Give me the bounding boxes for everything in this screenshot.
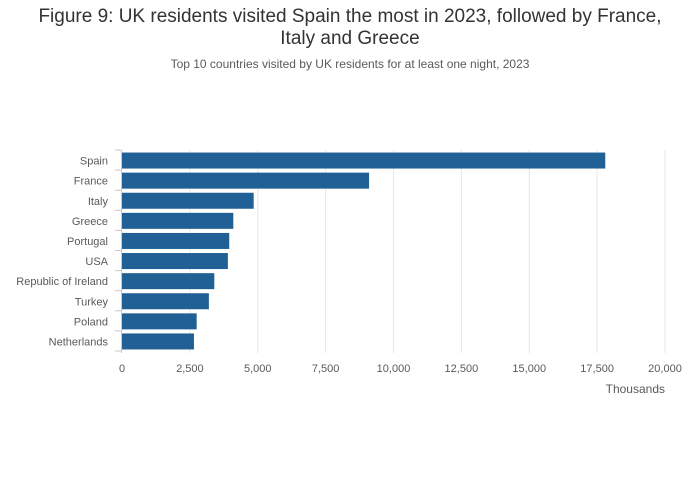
x-tick-label: 7,500 xyxy=(312,363,340,375)
bar-italy[interactable] xyxy=(122,192,254,209)
category-label: Republic of Ireland xyxy=(16,276,108,288)
bars xyxy=(122,152,606,350)
category-labels: Spain France Italy Greece Portugal USA Republi… xyxy=(16,156,108,349)
bar-greece[interactable] xyxy=(122,212,234,229)
x-tick-label: 5,000 xyxy=(244,363,272,375)
x-tick-label: 2,500 xyxy=(176,363,204,375)
x-tick-labels: 0 2,500 5,000 7,500 10,000 12,500 15,000 17,500… xyxy=(119,363,682,375)
x-tick-label: 15,000 xyxy=(512,363,546,375)
bar-france[interactable] xyxy=(122,172,370,189)
category-label: Italy xyxy=(88,196,109,208)
bar-usa[interactable] xyxy=(122,253,228,270)
x-tick-label: 12,500 xyxy=(445,363,479,375)
category-label: Turkey xyxy=(75,296,109,308)
bar-spain[interactable] xyxy=(122,152,606,169)
category-label: Spain xyxy=(80,156,108,168)
x-tick-label: 10,000 xyxy=(377,363,411,375)
x-tick-label: 0 xyxy=(119,363,125,375)
x-tick-label: 20,000 xyxy=(648,363,682,375)
category-label: USA xyxy=(85,256,108,268)
bar-republic-of-ireland[interactable] xyxy=(122,273,215,290)
chart-title: Figure 9: UK residents visited Spain the… xyxy=(20,6,680,50)
bar-poland[interactable] xyxy=(122,313,197,330)
bar-netherlands[interactable] xyxy=(122,333,194,350)
x-axis-title: Thousands xyxy=(606,382,665,396)
chart-title-line-2: Italy and Greece xyxy=(280,28,420,49)
bar-portugal[interactable] xyxy=(122,232,230,249)
x-tick-label: 17,500 xyxy=(580,363,614,375)
category-label: Greece xyxy=(72,216,108,228)
category-label: Poland xyxy=(74,316,108,328)
chart-subtitle: Top 10 countries visited by UK residents… xyxy=(170,57,530,71)
y-axis xyxy=(115,149,122,353)
category-label: Netherlands xyxy=(49,336,109,348)
category-label: France xyxy=(74,176,108,188)
category-label: Portugal xyxy=(67,236,108,248)
bar-turkey[interactable] xyxy=(122,293,209,310)
chart-title-line-1: Figure 9: UK residents visited Spain the… xyxy=(38,6,662,27)
